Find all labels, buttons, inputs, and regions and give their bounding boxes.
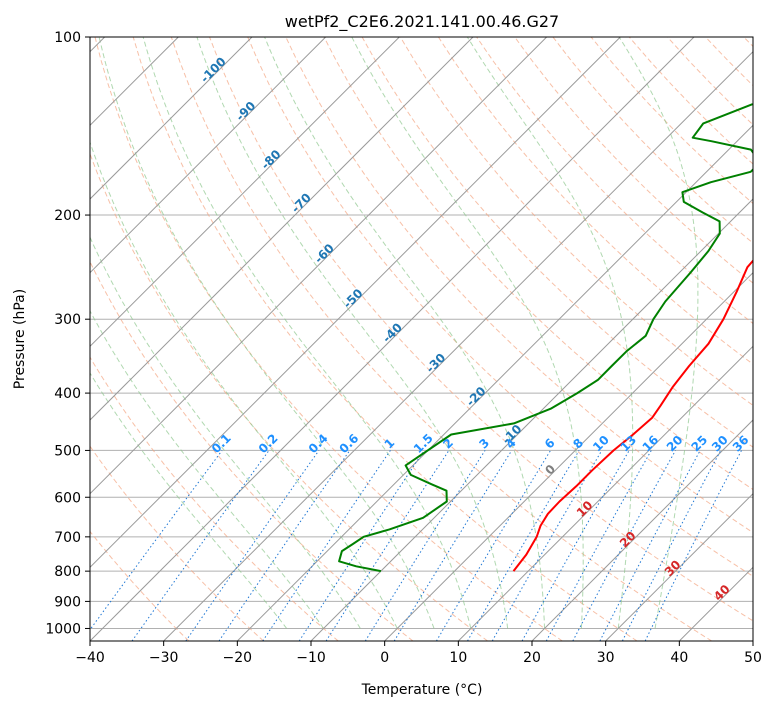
mixing-ratio-line [262, 450, 391, 641]
y-tick-label: 200 [54, 208, 81, 224]
chart-title: wetPf2_C2E6.2021.141.00.46.G27 [285, 12, 559, 32]
mixing-ratio-line [572, 450, 676, 641]
moist-adiabat [90, 140, 398, 629]
y-tick-label: 600 [54, 490, 81, 506]
y-axis-label: Pressure (hPa) [12, 289, 28, 389]
dry-adiabat [90, 530, 190, 641]
y-tick-label: 400 [54, 386, 81, 402]
dry-adiabat [90, 445, 264, 641]
y-tick-label: 300 [54, 312, 81, 328]
axis-ticks: −40 −30 −20 −10 0 10 20 30 40 50 100 200 300 400 500 60… [45, 30, 762, 666]
plot-frame [89, 36, 754, 642]
x-tick-label: 0 [380, 650, 389, 666]
x-tick-label: −10 [296, 650, 326, 666]
x-tick-label: 10 [449, 650, 467, 666]
x-tick-label: 40 [670, 650, 688, 666]
mixing-ratio-line [298, 450, 425, 641]
x-tick-label: −40 [75, 650, 105, 666]
isotherm-line [90, 37, 253, 200]
isotherm-line [236, 124, 753, 641]
moist-adiabat [466, 37, 634, 629]
dry-adiabat [170, 37, 712, 641]
mixing-ratio-line [521, 450, 630, 641]
isotherm-line [90, 37, 474, 421]
mixing-ratio-line [621, 450, 722, 641]
x-tick-label: 50 [744, 650, 762, 666]
moist-adiabat [98, 37, 435, 629]
mixing-ratio-line [131, 450, 270, 641]
mixing-ratio-line [393, 450, 513, 641]
mixing-ratio-line [325, 450, 450, 641]
isobar-gridlines [90, 36, 753, 629]
isotherm-line [90, 37, 695, 641]
moist-adiabat [618, 37, 699, 629]
mixing-ratio-lines [90, 450, 742, 641]
dry-adiabat [132, 37, 638, 641]
mixing-ratio-line [545, 450, 652, 641]
y-tick-label: 800 [54, 564, 81, 580]
y-tick-label: 500 [54, 443, 81, 459]
x-tick-label: −30 [149, 650, 179, 666]
y-tick-label: 100 [54, 30, 81, 46]
temperature-line [512, 259, 753, 572]
mixing-ratio-line [185, 450, 320, 641]
moist-adiabat [142, 37, 472, 629]
moist-adiabat [90, 236, 361, 629]
dry-adiabat [94, 37, 563, 641]
dry-adiabat [90, 152, 488, 641]
moist-adiabat [90, 310, 324, 629]
profile-series [338, 103, 753, 573]
dry-adiabat [247, 37, 753, 577]
isotherm-line [163, 50, 753, 641]
x-axis-label: Temperature (°C) [361, 682, 483, 698]
moist-adiabats [90, 37, 699, 629]
dry-adiabats [90, 37, 753, 641]
dry-adiabat [399, 37, 753, 407]
isotherm-lines [90, 37, 753, 641]
moist-adiabat [196, 37, 509, 629]
dewpoint-line [338, 103, 753, 573]
isotherm-line [90, 37, 621, 569]
isotherm-line [90, 37, 548, 495]
x-tick-label: 20 [523, 650, 541, 666]
isotherm-line [90, 37, 400, 348]
dry-adiabat [90, 356, 339, 641]
mixing-ratio-line [644, 450, 742, 641]
moist-adiabat [264, 37, 545, 629]
mixing-ratio-line [218, 450, 351, 641]
isotherm-line [384, 271, 753, 641]
isotherm-line [531, 419, 753, 641]
dry-adiabat [437, 37, 753, 365]
isotherm-line [310, 198, 753, 641]
x-tick-label: −20 [223, 650, 253, 666]
dry-adiabat [323, 37, 753, 491]
moist-adiabat [351, 37, 584, 629]
dry-adiabat [514, 37, 753, 284]
x-tick-label: 30 [597, 650, 615, 666]
isotherm-line [605, 492, 753, 641]
isotherm-line [457, 345, 753, 641]
y-tick-label: 1000 [45, 621, 81, 637]
dry-adiabat [209, 37, 753, 622]
y-tick-label: 900 [54, 594, 81, 610]
y-tick-label: 700 [54, 530, 81, 546]
isotherm-line [90, 37, 327, 274]
mixing-ratio-line [90, 450, 223, 631]
